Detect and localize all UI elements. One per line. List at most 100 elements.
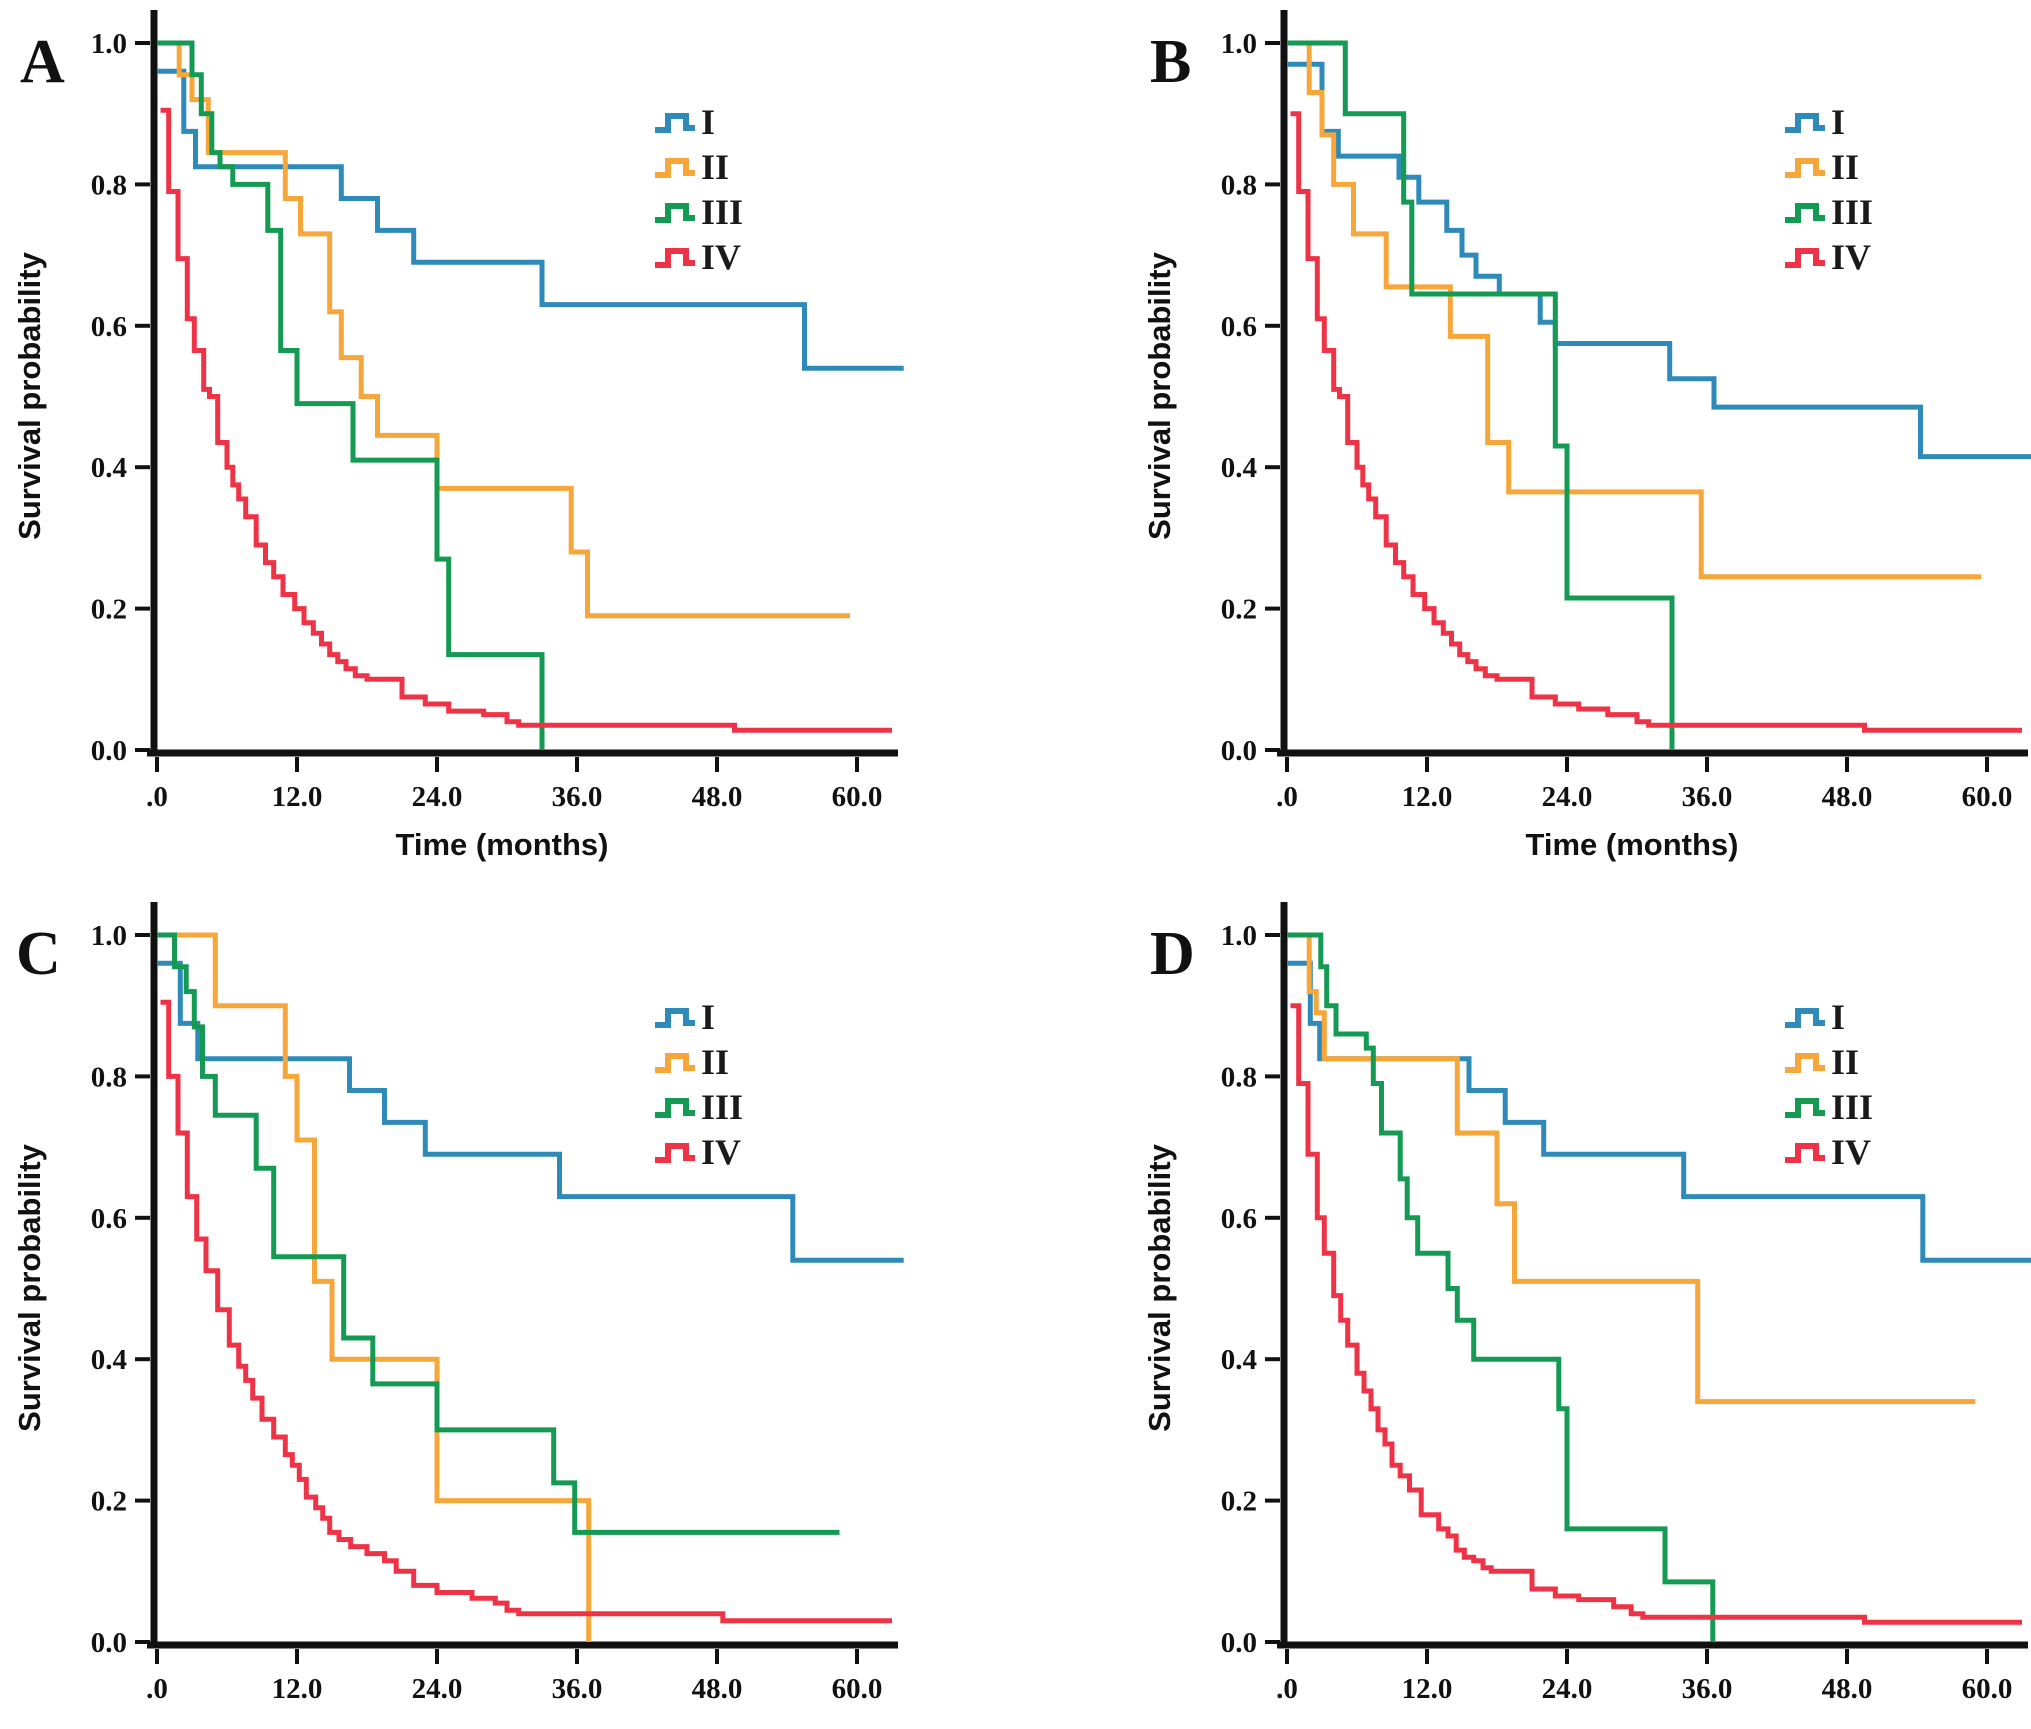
x-tick-label: .0 — [146, 781, 168, 813]
x-tick-label: 60.0 — [832, 781, 883, 813]
x-tick-label: 24.0 — [1542, 1673, 1593, 1705]
y-tick-label: 0.4 — [91, 1344, 127, 1376]
x-tick-label: 60.0 — [832, 1673, 883, 1705]
series-I-curve — [157, 960, 904, 1263]
legend-glyph-III — [1785, 203, 1825, 223]
series-I-curve — [157, 68, 904, 371]
legend-glyph-II — [1785, 1053, 1825, 1073]
y-tick-label: 0.2 — [1221, 594, 1257, 626]
y-tick-label: 1.0 — [1221, 28, 1257, 60]
x-axis-title: Time (months) — [1526, 1719, 1739, 1724]
series-III-curve — [1287, 40, 1675, 750]
legend-label-II: II — [1831, 1042, 1859, 1082]
legend-glyph-III — [655, 203, 695, 223]
y-tick-label: 0.6 — [91, 311, 127, 343]
y-axis-title: Survival probability — [1142, 251, 1177, 539]
x-tick-label: 48.0 — [692, 781, 743, 813]
series-I-curve — [1287, 960, 2031, 1263]
legend-label-IV: IV — [701, 1132, 741, 1172]
y-tick-label: 1.0 — [1221, 920, 1257, 952]
legend-glyph-I — [1785, 1008, 1825, 1028]
y-axis-title: Survival probability — [1142, 1143, 1177, 1431]
legend-label-III: III — [1831, 1087, 1873, 1127]
y-tick-label: 0.0 — [91, 1627, 127, 1659]
y-tick-label: 0.2 — [91, 1486, 127, 1518]
legend-label-III: III — [1831, 192, 1873, 232]
y-tick-label: 0.8 — [1221, 1061, 1257, 1093]
series-III-curve — [1287, 932, 1716, 1642]
x-tick-label: 48.0 — [1822, 1673, 1873, 1705]
panel-letter: C — [16, 920, 61, 988]
legend-glyph-I — [1785, 113, 1825, 133]
legend-label-II: II — [701, 1042, 729, 1082]
x-tick-label: 12.0 — [272, 781, 323, 813]
legend-glyph-IV — [1785, 248, 1825, 268]
legend-glyph-IV — [1785, 1143, 1825, 1163]
legend-label-III: III — [701, 1087, 743, 1127]
series-III-curve — [157, 932, 840, 1535]
y-axis-title: Survival probability — [12, 251, 47, 539]
panel-letter: A — [20, 28, 65, 96]
y-tick-label: 0.8 — [91, 1061, 127, 1093]
x-axis-title: Time (months) — [396, 827, 609, 862]
legend-glyph-III — [655, 1098, 695, 1118]
legend-glyph-IV — [655, 1143, 695, 1163]
y-axis-title: Survival probability — [12, 1143, 47, 1431]
x-tick-label: 48.0 — [1822, 781, 1873, 813]
y-tick-label: 0.6 — [1221, 1203, 1257, 1235]
x-tick-label: 24.0 — [412, 1673, 463, 1705]
panel-letter: D — [1150, 920, 1195, 988]
y-tick-label: 0.4 — [1221, 452, 1257, 484]
x-tick-label: .0 — [1276, 781, 1298, 813]
x-axis-title: Time (months) — [1526, 827, 1739, 862]
series-IV-curve — [160, 999, 892, 1624]
y-tick-label: 1.0 — [91, 28, 127, 60]
y-tick-label: 1.0 — [91, 920, 127, 952]
y-tick-label: 0.8 — [91, 169, 127, 201]
y-tick-label: 0.0 — [1221, 1627, 1257, 1659]
legend-glyph-I — [655, 113, 695, 133]
legend-glyph-IV — [655, 248, 695, 268]
y-tick-label: 0.2 — [91, 594, 127, 626]
legend-glyph-II — [655, 158, 695, 178]
legend-glyph-II — [655, 1053, 695, 1073]
panel-C: .0 12.0 24.0 36.0 48.0 60.0 0.0 0.2 0.4 0.6 0.8 1.0… — [12, 902, 904, 1729]
panel-A: .0 12.0 24.0 36.0 48.0 60.0 0.0 0.2 0.4 0.6 0.8 1.0… — [12, 10, 904, 862]
series-IV-curve — [1290, 111, 2022, 733]
x-tick-label: 24.0 — [1542, 781, 1593, 813]
series-I-curve — [1287, 61, 2031, 460]
x-tick-label: 36.0 — [1682, 1673, 1733, 1705]
panel-B: .0 12.0 24.0 36.0 48.0 60.0 0.0 0.2 0.4 0.6 0.8 1.0… — [1142, 10, 2031, 862]
legend-label-II: II — [701, 147, 729, 187]
x-tick-label: 36.0 — [1682, 781, 1733, 813]
x-axis-title: Time (months) — [396, 1719, 609, 1724]
series-II-curve — [157, 932, 592, 1642]
x-tick-label: 48.0 — [692, 1673, 743, 1705]
x-tick-label: 12.0 — [272, 1673, 323, 1705]
legend-glyph-II — [1785, 158, 1825, 178]
series-II-curve — [1287, 932, 1976, 1405]
legend-label-I: I — [1831, 997, 1845, 1037]
y-tick-label: 0.0 — [1221, 735, 1257, 767]
legend-label-I: I — [701, 997, 715, 1037]
series-III-curve — [157, 40, 545, 750]
legend-label-I: I — [1831, 102, 1845, 142]
x-tick-label: 12.0 — [1402, 1673, 1453, 1705]
series-II-curve — [157, 40, 850, 619]
x-tick-label: 60.0 — [1962, 1673, 2013, 1705]
y-tick-label: 0.0 — [91, 735, 127, 767]
x-tick-label: 24.0 — [412, 781, 463, 813]
legend-glyph-III — [1785, 1098, 1825, 1118]
x-tick-label: .0 — [146, 1673, 168, 1705]
x-tick-label: 36.0 — [552, 1673, 603, 1705]
y-tick-label: 0.6 — [1221, 311, 1257, 343]
legend-label-III: III — [701, 192, 743, 232]
legend-glyph-I — [655, 1008, 695, 1028]
x-tick-label: 36.0 — [552, 781, 603, 813]
x-tick-label: 60.0 — [1962, 781, 2013, 813]
y-tick-label: 0.4 — [91, 452, 127, 484]
series-II-curve — [1287, 40, 1982, 580]
series-IV-curve — [1290, 1003, 2022, 1625]
